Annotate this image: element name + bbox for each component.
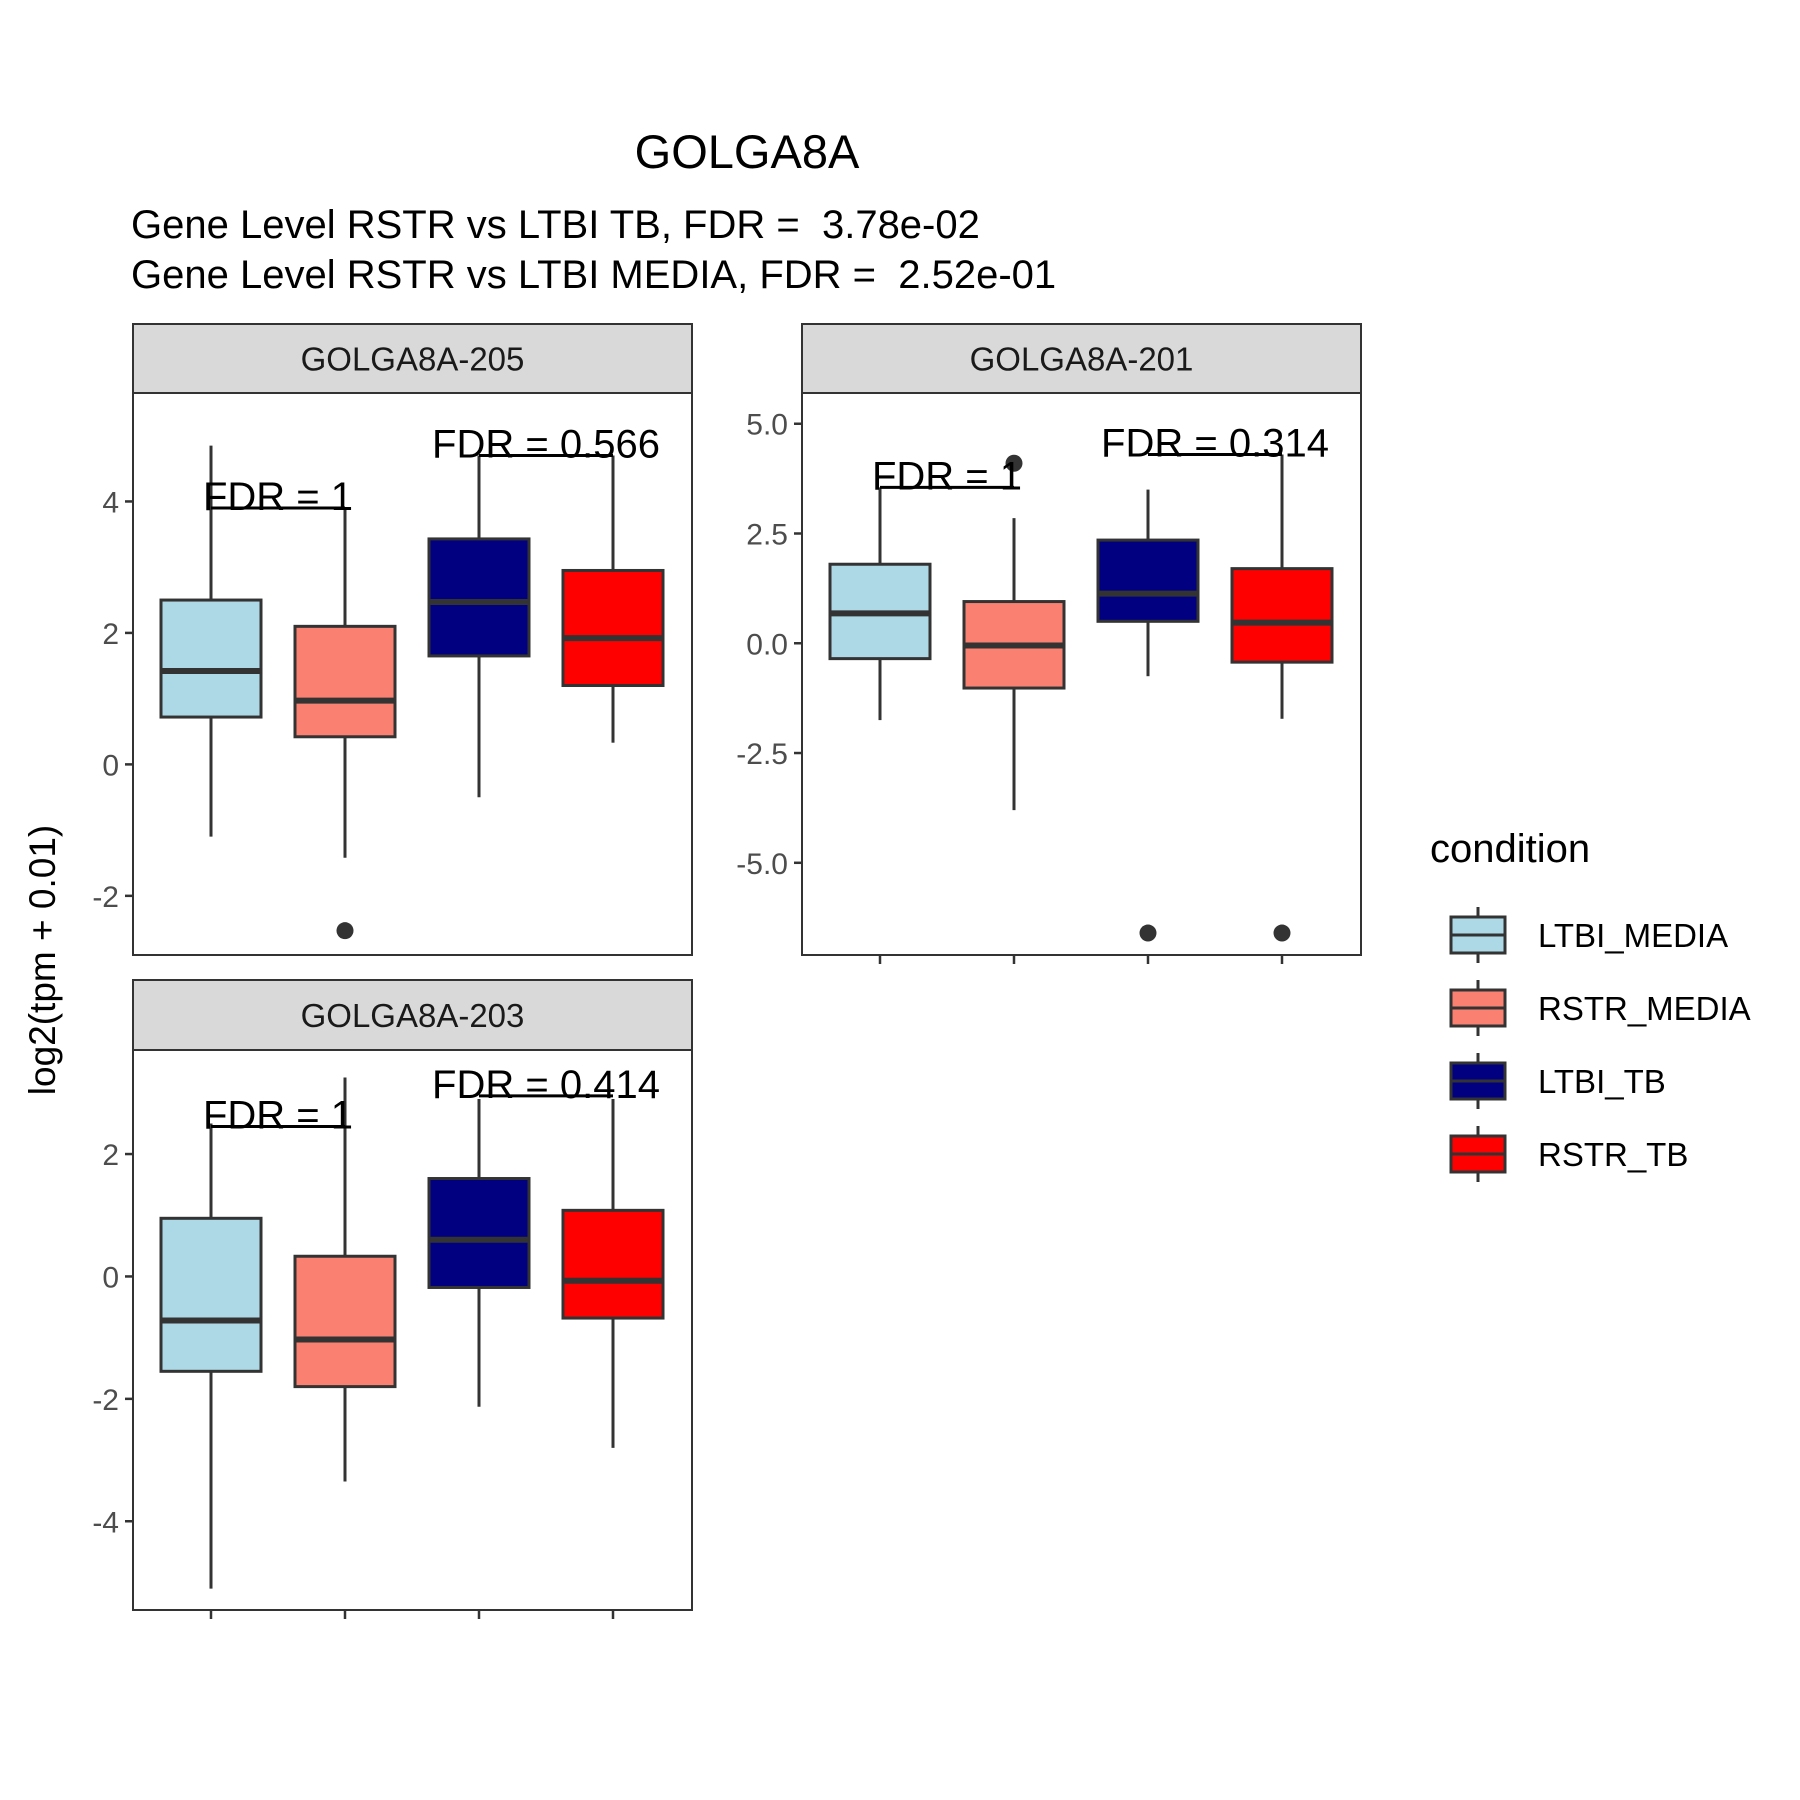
y-tick-label: -2.5 bbox=[736, 738, 788, 771]
y-tick-label: -5.0 bbox=[736, 848, 788, 881]
legend-item-ltbi-tb: LTBI_TB bbox=[1449, 1053, 1666, 1109]
box-body bbox=[293, 624, 397, 739]
y-axis-label: log2(tpm + 0.01) bbox=[22, 825, 63, 1095]
box-body bbox=[159, 598, 263, 719]
outlier-point bbox=[1139, 924, 1157, 942]
box-ltbi-media bbox=[828, 487, 932, 721]
legend-title: condition bbox=[1430, 827, 1590, 871]
box-rstr-tb bbox=[561, 455, 665, 743]
box-ltbi-media bbox=[159, 1123, 263, 1589]
box-rstr-media bbox=[293, 1077, 397, 1482]
significance-label: FDR = 0.566 bbox=[432, 422, 660, 466]
box-body bbox=[293, 1254, 397, 1389]
legend-item-ltbi-media: LTBI_MEDIA bbox=[1449, 907, 1728, 963]
facet-strip bbox=[132, 979, 693, 1051]
outlier-point bbox=[1273, 924, 1291, 942]
box-ltbi-media bbox=[159, 445, 263, 837]
significance-label: FDR = 1 bbox=[203, 1094, 353, 1138]
facet-strip-label: GOLGA8A-205 bbox=[301, 341, 525, 378]
box-rstr-media bbox=[962, 454, 1066, 811]
legend-label: RSTR_MEDIA bbox=[1538, 990, 1751, 1027]
y-tick-label: -4 bbox=[92, 1506, 119, 1539]
facet-strip-label: GOLGA8A-203 bbox=[301, 997, 525, 1034]
facet-strip bbox=[801, 323, 1362, 394]
box-rstr-tb bbox=[1230, 454, 1334, 942]
box-body bbox=[427, 537, 531, 658]
significance-label: FDR = 1 bbox=[203, 475, 353, 519]
chart-subtitle-line-1: Gene Level RSTR vs LTBI TB, FDR = 3.78e-… bbox=[131, 203, 980, 247]
panel-border bbox=[801, 392, 1362, 956]
y-tick-label: 0 bbox=[102, 749, 119, 782]
outlier-point bbox=[336, 922, 354, 940]
legend-item-rstr-media: RSTR_MEDIA bbox=[1449, 980, 1751, 1036]
box-ltbi-tb bbox=[427, 455, 531, 798]
box-body bbox=[1230, 567, 1334, 664]
y-tick-label: 4 bbox=[102, 486, 119, 519]
chart-title: GOLGA8A bbox=[635, 125, 860, 178]
box-rstr-media bbox=[293, 508, 397, 940]
box-body bbox=[159, 1216, 263, 1373]
legend-label: LTBI_MEDIA bbox=[1538, 917, 1728, 954]
facet-strip bbox=[132, 323, 693, 394]
y-tick-label: 0 bbox=[102, 1261, 119, 1294]
box-body bbox=[427, 1177, 531, 1289]
y-tick-label: 2.5 bbox=[746, 519, 788, 552]
y-tick-label: -2 bbox=[92, 881, 119, 914]
y-tick-label: 5.0 bbox=[746, 409, 788, 442]
legend: condition LTBI_MEDIA RSTR_MEDIA LTBI_TB RST… bbox=[1430, 827, 1751, 1182]
box-body bbox=[561, 568, 665, 688]
legend-label: LTBI_TB bbox=[1538, 1063, 1666, 1100]
outlier-point bbox=[1005, 454, 1023, 472]
box-ltbi-tb bbox=[427, 1098, 531, 1407]
y-tick-label: -2 bbox=[92, 1384, 119, 1417]
box-body bbox=[1096, 538, 1200, 623]
facet-strip-label: GOLGA8A-201 bbox=[970, 341, 1194, 378]
facet-panel: GOLGA8A-201 -5.0 -2.5 0.0 2.5 5.0 FDR = 1 FDR =… bbox=[736, 323, 1362, 964]
y-tick-label: 2 bbox=[102, 1139, 119, 1172]
panel-border bbox=[132, 392, 693, 956]
box-ltbi-tb bbox=[1096, 489, 1200, 942]
legend-label: RSTR_TB bbox=[1538, 1136, 1688, 1173]
facet-panel: GOLGA8A-203 -4 -2 0 2 FDR = 1 FDR = 0.414 bbox=[92, 979, 693, 1619]
y-tick-label: 0.0 bbox=[746, 628, 788, 661]
significance-label: FDR = 0.314 bbox=[1101, 421, 1329, 465]
panel-border bbox=[132, 1049, 693, 1611]
significance-label: FDR = 1 bbox=[872, 454, 1022, 498]
significance-label: FDR = 0.414 bbox=[432, 1063, 660, 1107]
box-body bbox=[561, 1208, 665, 1320]
facet-panel: GOLGA8A-205 -2 0 2 4 FDR = 1 FDR = 0.566 bbox=[92, 323, 693, 956]
chart-subtitle-line-2: Gene Level RSTR vs LTBI MEDIA, FDR = 2.5… bbox=[131, 253, 1056, 297]
box-rstr-tb bbox=[561, 1098, 665, 1448]
y-tick-label: 2 bbox=[102, 618, 119, 651]
legend-item-rstr-tb: RSTR_TB bbox=[1449, 1126, 1688, 1182]
